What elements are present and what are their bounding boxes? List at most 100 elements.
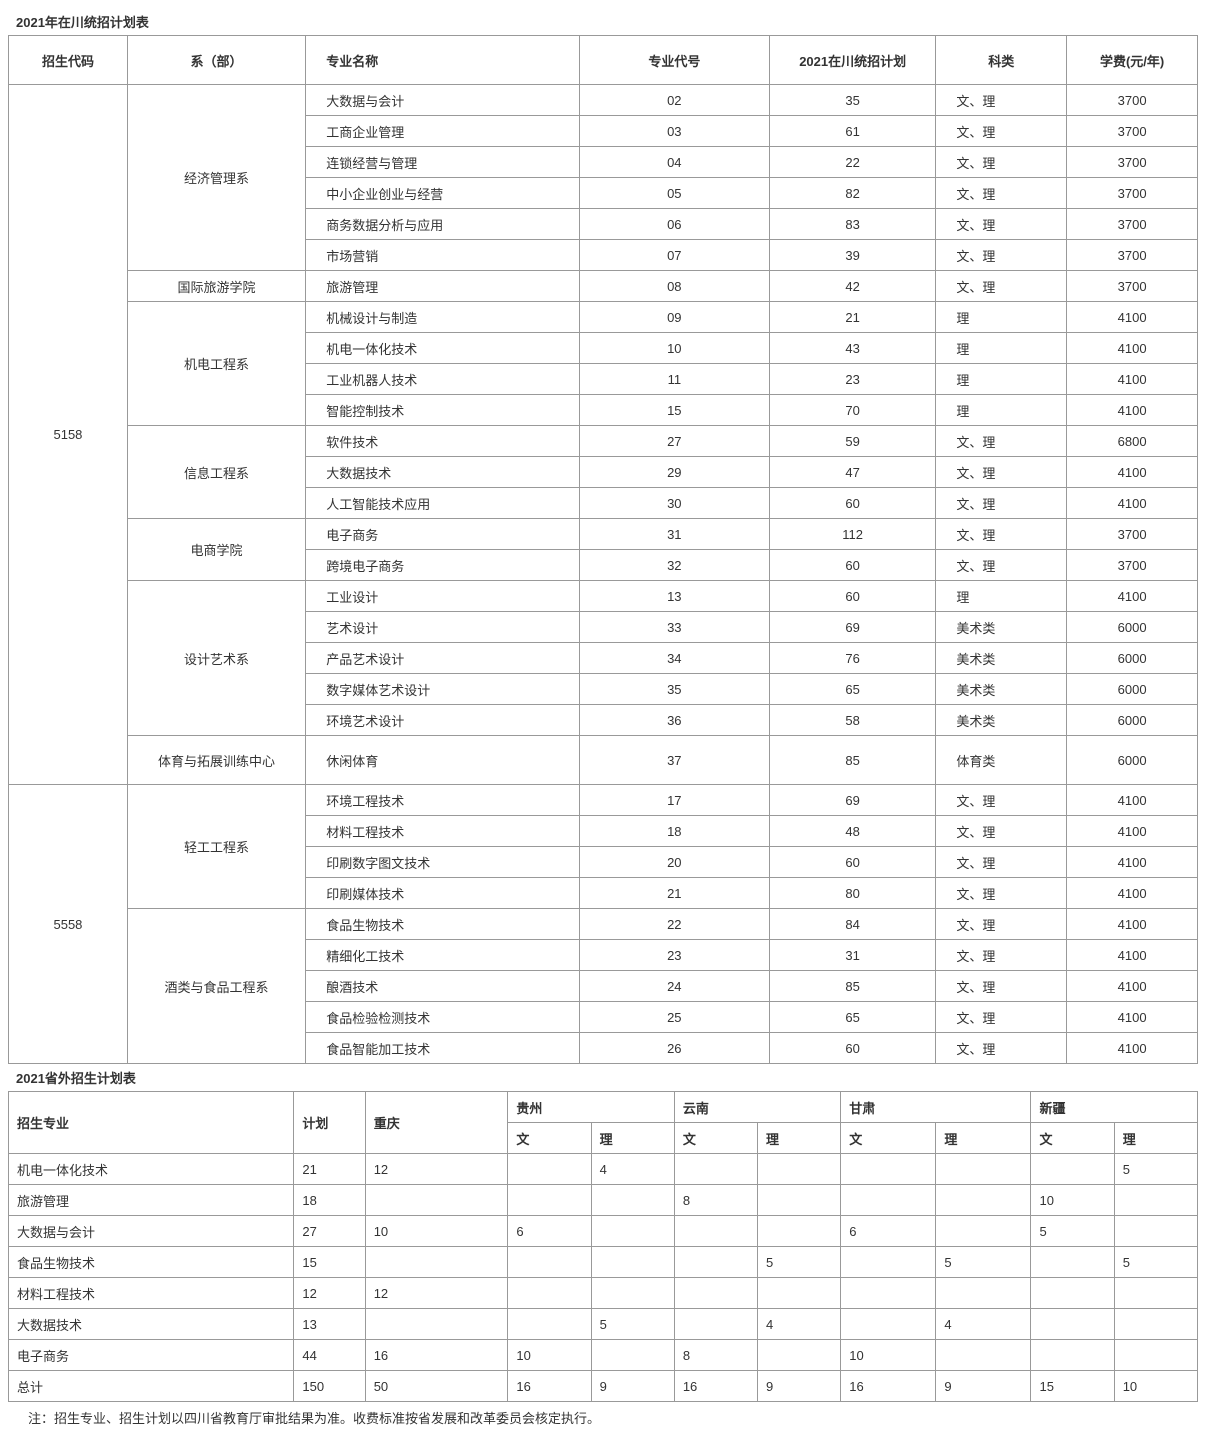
cell-gzw: 10 xyxy=(508,1340,591,1371)
cat-cell: 文、理 xyxy=(936,85,1067,116)
cell-plan: 13 xyxy=(294,1309,365,1340)
cat-cell: 文、理 xyxy=(936,178,1067,209)
fee-cell: 4100 xyxy=(1067,1002,1198,1033)
cell-plan: 15 xyxy=(294,1247,365,1278)
mc-cell: 18 xyxy=(579,816,769,847)
cell-major: 食品生物技术 xyxy=(9,1247,294,1278)
cell-major: 材料工程技术 xyxy=(9,1278,294,1309)
mc-cell: 04 xyxy=(579,147,769,178)
mc-cell: 35 xyxy=(579,674,769,705)
table2: 招生专业 计划 重庆 贵州 云南 甘肃 新疆 文 理 文 理 文 理 文 理 机… xyxy=(8,1091,1198,1402)
cat-cell: 文、理 xyxy=(936,209,1067,240)
cell-plan: 21 xyxy=(294,1154,365,1185)
cell-plan: 18 xyxy=(294,1185,365,1216)
cell-xjw: 15 xyxy=(1031,1371,1114,1402)
cell-gzw: 16 xyxy=(508,1371,591,1402)
cell-cq xyxy=(365,1247,508,1278)
cat-cell: 文、理 xyxy=(936,519,1067,550)
table1-title: 2021年在川统招计划表 xyxy=(8,8,1198,35)
mc-cell: 10 xyxy=(579,333,769,364)
fee-cell: 4100 xyxy=(1067,581,1198,612)
h2-plan: 计划 xyxy=(294,1092,365,1154)
plan-cell: 85 xyxy=(769,971,935,1002)
plan-cell: 47 xyxy=(769,457,935,488)
h2-xjl: 理 xyxy=(1114,1123,1197,1154)
cell-major: 电子商务 xyxy=(9,1340,294,1371)
cell-xjw xyxy=(1031,1154,1114,1185)
cat-cell: 文、理 xyxy=(936,909,1067,940)
major-cell: 工商企业管理 xyxy=(306,116,579,147)
fee-cell: 4100 xyxy=(1067,488,1198,519)
mc-cell: 07 xyxy=(579,240,769,271)
dept-cell: 机电工程系 xyxy=(127,302,305,426)
table-row: 机电一体化技术211245 xyxy=(9,1154,1198,1185)
dept-cell: 酒类与食品工程系 xyxy=(127,909,305,1064)
cat-cell: 文、理 xyxy=(936,488,1067,519)
fee-cell: 6000 xyxy=(1067,674,1198,705)
cell-plan: 150 xyxy=(294,1371,365,1402)
plan-cell: 31 xyxy=(769,940,935,971)
cat-cell: 文、理 xyxy=(936,116,1067,147)
table-row: 体育与拓展训练中心休闲体育3785体育类6000 xyxy=(9,736,1198,785)
fee-cell: 3700 xyxy=(1067,550,1198,581)
cell-ynw xyxy=(674,1154,757,1185)
cat-cell: 文、理 xyxy=(936,271,1067,302)
cell-ynw xyxy=(674,1247,757,1278)
major-cell: 工业设计 xyxy=(306,581,579,612)
cell-ynl: 5 xyxy=(758,1247,841,1278)
dept-cell: 轻工工程系 xyxy=(127,785,305,909)
cell-major: 总计 xyxy=(9,1371,294,1402)
code-cell: 5558 xyxy=(9,785,128,1064)
major-cell: 酿酒技术 xyxy=(306,971,579,1002)
cell-cq: 10 xyxy=(365,1216,508,1247)
table-row: 总计150501691691691510 xyxy=(9,1371,1198,1402)
cell-gsw xyxy=(841,1247,936,1278)
fee-cell: 4100 xyxy=(1067,847,1198,878)
cell-major: 大数据与会计 xyxy=(9,1216,294,1247)
plan-cell: 80 xyxy=(769,878,935,909)
mc-cell: 03 xyxy=(579,116,769,147)
fee-cell: 3700 xyxy=(1067,178,1198,209)
major-cell: 机电一体化技术 xyxy=(306,333,579,364)
plan-cell: 65 xyxy=(769,1002,935,1033)
fee-cell: 6000 xyxy=(1067,736,1198,785)
table-row: 5158经济管理系大数据与会计0235文、理3700 xyxy=(9,85,1198,116)
h2-gsw: 文 xyxy=(841,1123,936,1154)
major-cell: 印刷数字图文技术 xyxy=(306,847,579,878)
mc-cell: 22 xyxy=(579,909,769,940)
cat-cell: 文、理 xyxy=(936,940,1067,971)
cell-ynl: 4 xyxy=(758,1309,841,1340)
cell-ynw: 8 xyxy=(674,1185,757,1216)
major-cell: 食品智能加工技术 xyxy=(306,1033,579,1064)
mc-cell: 30 xyxy=(579,488,769,519)
cell-ynl xyxy=(758,1216,841,1247)
cell-gsw xyxy=(841,1185,936,1216)
cell-ynl xyxy=(758,1278,841,1309)
cat-cell: 美术类 xyxy=(936,643,1067,674)
table-row: 大数据技术13544 xyxy=(9,1309,1198,1340)
cell-major: 旅游管理 xyxy=(9,1185,294,1216)
cell-plan: 44 xyxy=(294,1340,365,1371)
cell-xjl xyxy=(1114,1340,1197,1371)
plan-cell: 61 xyxy=(769,116,935,147)
cell-xjw: 5 xyxy=(1031,1216,1114,1247)
cat-cell: 美术类 xyxy=(936,674,1067,705)
table2-title: 2021省外招生计划表 xyxy=(8,1064,1198,1091)
cell-ynl xyxy=(758,1154,841,1185)
cell-gsl xyxy=(936,1185,1031,1216)
cell-gzw xyxy=(508,1278,591,1309)
h-mc: 专业代号 xyxy=(579,36,769,85)
fee-cell: 4100 xyxy=(1067,816,1198,847)
cell-major: 机电一体化技术 xyxy=(9,1154,294,1185)
table-row: 材料工程技术1212 xyxy=(9,1278,1198,1309)
cell-plan: 12 xyxy=(294,1278,365,1309)
cell-gzw xyxy=(508,1247,591,1278)
cat-cell: 理 xyxy=(936,302,1067,333)
dept-cell: 设计艺术系 xyxy=(127,581,305,736)
major-cell: 环境工程技术 xyxy=(306,785,579,816)
h-fee: 学费(元/年) xyxy=(1067,36,1198,85)
major-cell: 人工智能技术应用 xyxy=(306,488,579,519)
cat-cell: 文、理 xyxy=(936,785,1067,816)
plan-cell: 60 xyxy=(769,550,935,581)
plan-cell: 60 xyxy=(769,488,935,519)
